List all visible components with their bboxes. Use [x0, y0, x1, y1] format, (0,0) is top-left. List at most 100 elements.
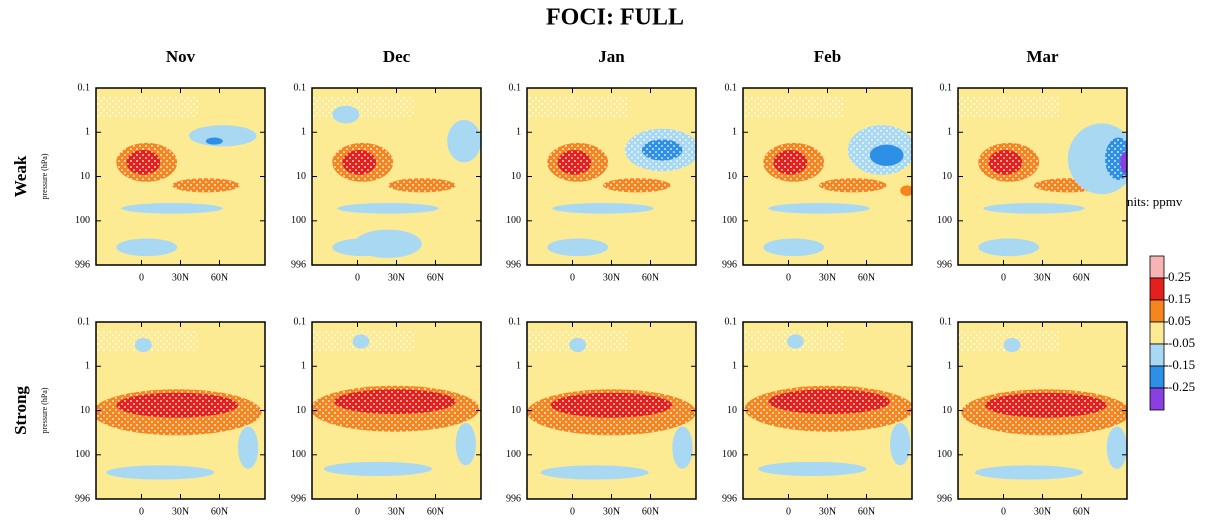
x-tick-label: 60N: [642, 506, 659, 517]
contours: [743, 330, 912, 476]
y-tick-label: 1: [947, 127, 952, 138]
x-tick-label: 60N: [427, 506, 444, 517]
contour-region: [205, 137, 223, 145]
panel: 0.1 1 10 100 996 0 30N 60N: [75, 316, 266, 517]
x-tick-label: 30N: [819, 272, 836, 283]
contours: [96, 330, 262, 480]
y-axis-label: pressure (hPa): [40, 153, 49, 199]
colorbar-label: 0.15: [1168, 291, 1191, 306]
x-tick-label: 30N: [1034, 272, 1051, 283]
colorbar-box: [1149, 321, 1165, 345]
y-axis-label: pressure (hPa): [40, 387, 49, 433]
contours: [958, 96, 1127, 257]
y-tick-label: 1: [947, 361, 952, 372]
y-tick-label: 1: [301, 361, 306, 372]
y-tick-label: 0.1: [509, 82, 522, 93]
stipple: [172, 178, 240, 193]
contours: [312, 330, 480, 476]
contour-region: [337, 203, 439, 214]
stipple: [819, 178, 887, 193]
stipple: [550, 392, 673, 418]
x-tick-label: 30N: [172, 506, 189, 517]
y-tick-label: 0.1: [78, 316, 91, 327]
figure-title: FOCI: FULL: [546, 5, 684, 31]
panel: 0.1 1 10 100 996 0 30N 60N: [291, 82, 482, 283]
y-tick-label: 1: [516, 361, 521, 372]
colorbar-label: 0.25: [1168, 269, 1191, 284]
x-tick-label: 0: [355, 506, 360, 517]
y-tick-label: 0.1: [940, 82, 953, 93]
contours: [958, 330, 1127, 480]
y-tick-label: 0.1: [78, 82, 91, 93]
y-tick-label: 0.1: [509, 316, 522, 327]
stipple: [743, 96, 845, 119]
stipple: [333, 389, 456, 415]
stipple: [958, 96, 1060, 119]
stipple: [116, 392, 238, 418]
x-tick-label: 30N: [603, 272, 620, 283]
contour-region: [237, 426, 259, 469]
contours: [743, 96, 912, 257]
contour-region: [116, 238, 178, 257]
contours: [96, 96, 257, 257]
panel: 0.1 1 10 100 996 0 30N 60N: [291, 316, 482, 517]
stipple: [641, 139, 683, 161]
row-label: Weak: [11, 155, 30, 197]
contour-region: [1120, 151, 1127, 173]
contours: [527, 96, 696, 257]
colorbar-label: -0.25: [1168, 379, 1195, 394]
colorbar-box: [1149, 343, 1165, 367]
y-tick-label: 0.1: [725, 316, 738, 327]
contour-region: [106, 465, 215, 480]
stipple: [527, 96, 629, 119]
y-tick-label: 100: [506, 449, 521, 460]
x-tick-label: 0: [570, 506, 575, 517]
contours: [312, 96, 481, 258]
colorbar-box: [1149, 387, 1165, 411]
contour-region: [323, 461, 432, 476]
x-tick-label: 0: [139, 272, 144, 283]
y-tick-label: 996: [937, 259, 952, 270]
x-tick-label: 30N: [819, 506, 836, 517]
y-tick-label: 100: [722, 449, 737, 460]
y-tick-label: 10: [727, 405, 737, 416]
x-tick-label: 0: [570, 272, 575, 283]
contour-region: [978, 238, 1040, 257]
x-tick-label: 0: [1001, 272, 1006, 283]
y-tick-label: 100: [291, 215, 306, 226]
y-tick-label: 100: [506, 215, 521, 226]
column-label: Jan: [598, 47, 625, 66]
x-tick-label: 0: [786, 272, 791, 283]
colorbar-label: -0.05: [1168, 335, 1195, 350]
y-tick-label: 10: [942, 171, 952, 182]
y-tick-label: 100: [75, 449, 90, 460]
y-tick-label: 10: [727, 171, 737, 182]
contour-region: [188, 125, 257, 147]
x-tick-label: 60N: [858, 272, 875, 283]
contour-region: [763, 238, 825, 257]
contour-region: [354, 229, 422, 258]
stipple: [96, 96, 198, 119]
colorbar-title: Units: ppmv: [1118, 194, 1183, 209]
contours: [527, 330, 696, 480]
x-tick-label: 60N: [211, 506, 228, 517]
stipple: [342, 149, 377, 175]
contour-region: [569, 337, 587, 353]
contour-region: [134, 337, 152, 353]
contour-region: [900, 185, 912, 196]
y-tick-label: 996: [75, 493, 90, 504]
contour-region: [758, 461, 867, 476]
x-tick-label: 60N: [858, 506, 875, 517]
y-tick-label: 1: [85, 361, 90, 372]
colorbar-box: [1149, 255, 1165, 279]
y-tick-label: 10: [80, 405, 90, 416]
stipple: [768, 389, 891, 415]
contour-region: [1003, 337, 1021, 353]
y-tick-label: 1: [301, 127, 306, 138]
stipple: [988, 149, 1023, 175]
contour-region: [540, 465, 649, 480]
x-tick-label: 30N: [1034, 506, 1051, 517]
y-tick-label: 1: [85, 127, 90, 138]
contour-region: [352, 334, 370, 349]
